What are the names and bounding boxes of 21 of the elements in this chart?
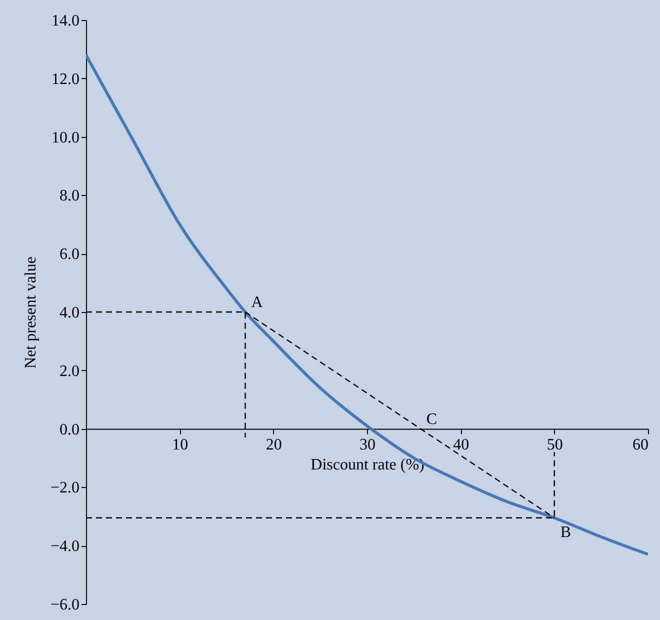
x-tick-label: 40: [453, 436, 470, 454]
y-tick-label: 2.0: [60, 362, 80, 380]
y-tick-label: −4.0: [50, 538, 80, 556]
x-tick-label: 10: [172, 436, 188, 454]
y-tick-label: 0.0: [60, 421, 80, 438]
y-tick-label: −6.0: [50, 596, 80, 614]
x-tick-label: 30: [360, 436, 376, 454]
y-tick-label: 8.0: [60, 188, 80, 205]
x-tick-label: 20: [266, 436, 282, 454]
y-tick-label: 6.0: [60, 246, 80, 264]
annotation: B: [560, 524, 572, 541]
y-axis-title: Net present value: [22, 256, 40, 368]
annotation: C: [426, 410, 438, 428]
annotation: A: [251, 294, 264, 311]
y-tick-label: 10.0: [52, 129, 80, 146]
y-tick-label: 14.0: [52, 12, 80, 30]
x-tick-label: 50: [546, 436, 563, 454]
y-tick-label: −2.0: [50, 480, 80, 497]
x-tick-label: 60: [632, 436, 648, 454]
y-tick-label: 4.0: [60, 304, 80, 322]
y-tick-label: 12.0: [52, 70, 80, 88]
